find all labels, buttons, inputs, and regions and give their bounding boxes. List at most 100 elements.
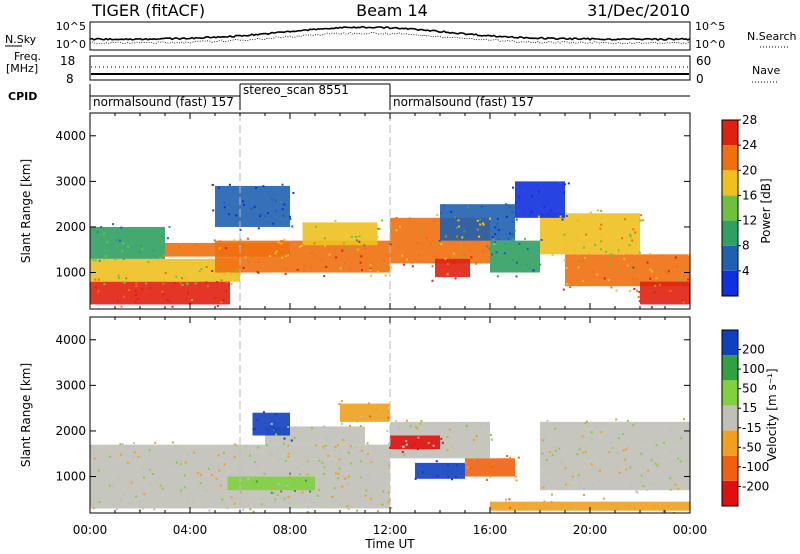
power-gate	[122, 257, 125, 260]
velocity-gate	[366, 442, 369, 445]
power-gate	[166, 237, 169, 240]
time-tick-label: 04:00	[173, 523, 208, 537]
velocity-gate	[306, 473, 309, 476]
power-gate	[445, 235, 448, 238]
velocity-gate	[647, 469, 650, 472]
power-gate	[462, 256, 465, 259]
power-gate	[341, 249, 344, 252]
power-gate	[218, 247, 221, 250]
velocity-gate	[389, 446, 391, 449]
velocity-gate	[108, 484, 111, 487]
power-gate	[615, 270, 618, 273]
velocity-gate	[411, 445, 413, 448]
power-gate	[491, 253, 494, 256]
power-gate	[617, 249, 620, 252]
power-gate	[232, 249, 235, 252]
power-gate	[387, 265, 390, 267]
velocity-gate	[215, 477, 218, 480]
power-gate	[181, 284, 184, 286]
power-gate	[532, 269, 535, 272]
nave-label: Nave	[752, 64, 780, 77]
power-gate	[128, 288, 130, 291]
power-gate	[655, 277, 658, 280]
velocity-gate	[120, 499, 122, 502]
velocity-gate	[269, 440, 272, 443]
power-gate	[246, 237, 249, 240]
velocity-gate	[592, 483, 595, 486]
power-gate	[567, 182, 570, 185]
velocity-gate	[318, 459, 321, 462]
power-gate	[147, 261, 150, 264]
power-gate	[212, 209, 215, 212]
power-gate	[610, 286, 613, 289]
velocity-gate	[515, 475, 518, 478]
velocity-gate	[143, 476, 145, 479]
velocity-gate	[490, 438, 493, 441]
velocity-gate	[508, 498, 511, 501]
power-gate	[264, 254, 267, 257]
power-gate	[166, 298, 169, 301]
power-gate	[280, 242, 283, 245]
power-gate	[233, 239, 236, 242]
velocity-gate	[487, 514, 489, 516]
velocity-gate	[405, 440, 408, 443]
velocity-gate	[234, 444, 237, 447]
power-gate	[103, 283, 106, 286]
time-tick-label: 08:00	[273, 523, 308, 537]
velocity-gate	[123, 493, 125, 495]
velocity-gate	[183, 486, 186, 489]
power-gate	[585, 233, 588, 236]
velocity-gate	[594, 468, 597, 471]
power-gate	[531, 195, 533, 198]
power-gate	[575, 237, 578, 240]
power-gate	[494, 233, 497, 236]
velocity-gate	[287, 452, 290, 455]
velocity-colorbar-frame	[721, 329, 739, 507]
power-gate	[228, 260, 231, 263]
power-gate	[475, 262, 478, 265]
power-gate	[239, 243, 242, 246]
time-tick-label: 16:00	[473, 523, 508, 537]
power-gate	[88, 285, 90, 287]
power-gate	[100, 226, 103, 229]
power-gate	[181, 277, 183, 280]
power-gate	[274, 252, 277, 255]
power-gate	[324, 244, 326, 247]
power-gate	[630, 252, 633, 255]
velocity-gate	[153, 508, 156, 511]
velocity-gate	[653, 504, 656, 507]
power-gate	[646, 261, 649, 264]
power-gate	[361, 269, 363, 272]
velocity-gate	[616, 465, 619, 468]
power-gate	[600, 248, 602, 251]
velocity-gate	[360, 415, 363, 418]
velocity-gate	[130, 503, 133, 506]
velocity-gate	[273, 492, 276, 495]
power-gate	[601, 224, 604, 227]
power-gate	[433, 220, 436, 223]
power-gate	[212, 183, 215, 186]
velocity-gate	[326, 445, 329, 448]
power-gate	[281, 208, 284, 211]
power-gate	[626, 264, 629, 267]
velocity-region	[465, 458, 515, 477]
power-gate	[106, 241, 109, 244]
power-gate	[315, 243, 318, 246]
power-gate	[629, 289, 632, 292]
power-gate	[371, 262, 374, 265]
power-gate	[398, 225, 401, 228]
velocity-gate	[340, 495, 343, 498]
power-gate	[123, 275, 126, 278]
velocity-gate	[341, 485, 344, 488]
nsky-trace	[89, 25, 691, 41]
power-gate	[582, 259, 585, 262]
velocity-gate	[202, 506, 205, 509]
velocity-gate	[175, 446, 178, 449]
velocity-gate	[564, 467, 567, 470]
velocity-gate	[143, 493, 146, 496]
power-gate	[240, 270, 243, 273]
power-gate	[436, 213, 439, 216]
power-gate	[134, 300, 137, 303]
velocity-gate	[333, 448, 336, 451]
velocity-gate	[155, 480, 157, 483]
